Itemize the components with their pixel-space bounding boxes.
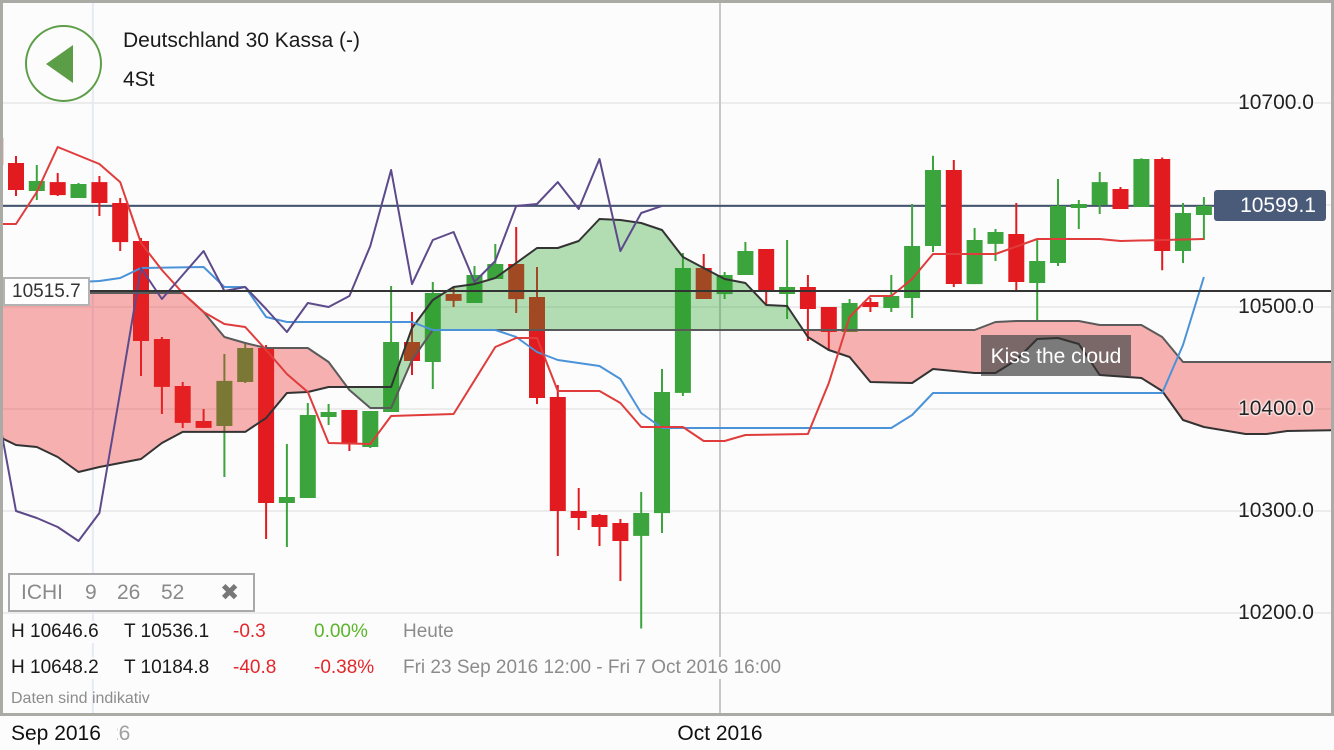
indicator-param-senkou: 52 [161,581,185,604]
candle [91,176,108,216]
indicator-legend[interactable]: ICHI 9 26 52 ✖ [8,573,255,612]
y-axis-label: 10200.0 [1238,601,1314,624]
candle [945,160,962,287]
candle [112,198,129,251]
today-high: H 10646.6 [10,621,100,643]
candle [320,404,337,425]
range-low: T 10184.8 [123,657,211,679]
candles-layer [3,138,1212,629]
cloud-lines-layer [3,218,1331,473]
candle [612,519,629,581]
candle [654,369,670,533]
candle [28,165,45,200]
candle [299,403,316,498]
candle [153,337,170,414]
candle [8,156,24,196]
candle [737,242,754,275]
senkou-span-b-line [3,292,1331,409]
x-axis-month-label-sep: Sep 2016 [11,722,101,745]
candle [549,385,566,556]
range-high: H 10648.2 [10,657,100,679]
today-low: T 10536.1 [123,621,211,643]
candle [174,382,191,428]
indicator-param-kijun: 26 [117,581,141,604]
back-arrow-icon [46,45,73,83]
tenkan-sen-line [3,146,1204,445]
candle [1091,172,1108,214]
candle [862,298,879,312]
indicator-param-tenkan: 9 [85,581,97,604]
candle [904,204,921,318]
candle [1050,179,1066,266]
candle [1154,157,1171,271]
candle [1112,187,1129,209]
annotation-box [981,335,1131,376]
y-axis-label: 10400.0 [1238,397,1314,420]
interval-label: 4St [123,68,155,91]
candle [633,492,650,629]
candle [591,514,608,546]
candle [1195,197,1212,240]
candle [987,229,1004,261]
today-period: Heute [402,621,455,643]
candle [216,354,233,477]
today-change: -0.3 [232,621,267,643]
back-button[interactable] [25,25,102,102]
range-change: -40.8 [232,657,278,679]
candle [841,299,858,332]
disclaimer: Daten sind indikativ [11,690,150,707]
candle [237,342,254,383]
today-change-pct: 0.00% [313,621,369,643]
x-axis-month-label-oct: Oct 2016 [665,717,775,750]
candle [195,409,212,428]
candle [758,249,775,305]
candle [3,138,4,165]
crosshair-price-tag: 10515.7 [3,277,90,306]
candle [341,410,358,451]
candle [529,267,545,404]
range-change-pct: -0.38% [313,657,376,679]
candle [570,488,587,530]
candle [278,444,295,547]
candle [1133,158,1150,207]
last-price-tag: 10599.1 [1214,190,1326,221]
candle [1070,200,1087,229]
candle [925,155,941,252]
candle [70,183,87,198]
y-axis-label: 10700.0 [1238,91,1314,114]
candle [966,228,983,285]
y-axis-label: 10500.0 [1238,295,1314,318]
candle [1175,203,1191,263]
candle [1029,240,1046,322]
close-icon[interactable]: ✖ [220,579,240,605]
annotation-text: Kiss the cloud [991,345,1122,368]
range-period: Fri 23 Sep 2016 12:00 - Fri 7 Oct 2016 1… [402,657,783,679]
instrument-title: Deutschland 30 Kassa (-) [123,29,360,52]
x-axis-label-backdrop [0,717,117,750]
candle [883,275,900,312]
y-axis-label: 10300.0 [1238,499,1314,522]
chikou-span-line [3,158,663,542]
indicator-name: ICHI [21,581,63,604]
candle [258,345,275,539]
candle [49,173,66,196]
candle [383,286,400,412]
senkou-span-a-line [3,218,1331,473]
indicator-lines-layer [3,146,1205,542]
